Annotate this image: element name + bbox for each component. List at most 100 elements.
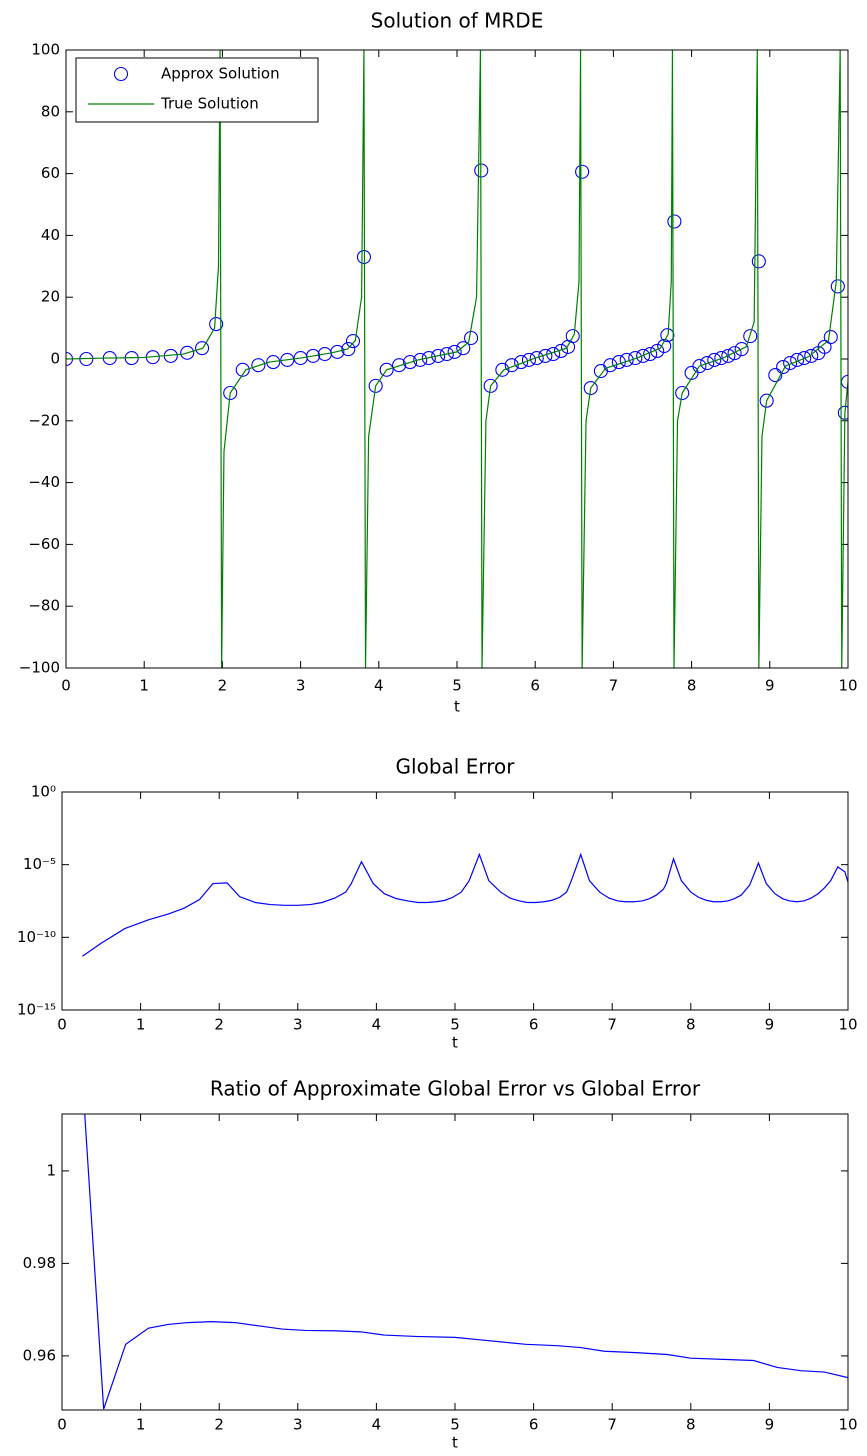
x-tick-label: 4 [374, 677, 384, 695]
marker [707, 352, 722, 367]
marker [575, 164, 590, 179]
marker [456, 341, 471, 356]
marker [721, 348, 736, 363]
marker [768, 368, 783, 383]
marker [593, 364, 608, 379]
x-tick-label: 6 [530, 677, 540, 695]
chart-title: Global Error [396, 755, 516, 779]
subplot: Solution of MRDE t 0 1 2 3 4 5 6 7 8 9 10 −100 −80 −60 −… [19, 9, 858, 716]
marker [823, 330, 838, 345]
legend-label: Approx Solution [161, 65, 280, 83]
x-axis-label: t [452, 1034, 458, 1052]
plot-area [82, 852, 848, 957]
marker [759, 393, 774, 408]
y-tick-label: 0.98 [23, 1254, 56, 1272]
y-tick-label: 100 [31, 41, 60, 59]
chart-title: Ratio of Approximate Global Error vs Glo… [210, 1077, 701, 1101]
marker [692, 359, 707, 374]
plot-area [66, 50, 848, 668]
y-tick-label: 10⁻¹⁰ [17, 928, 56, 946]
series-line [82, 852, 848, 957]
x-tick-label: 7 [607, 1416, 617, 1434]
marker [447, 344, 462, 359]
marker [667, 214, 682, 229]
marker [714, 351, 729, 366]
marker [368, 378, 383, 393]
marker [209, 317, 224, 332]
y-tick-label: −20 [28, 411, 60, 429]
marker [483, 378, 498, 393]
marker [266, 355, 281, 370]
y-tick-label: 60 [41, 164, 60, 182]
y-tick-label: −40 [28, 473, 60, 491]
marker [345, 334, 361, 349]
marker [495, 362, 510, 377]
x-tick-label: 8 [686, 1416, 696, 1434]
marker [538, 348, 553, 363]
y-tick-label: 10⁻¹⁵ [17, 1001, 56, 1019]
marker [235, 362, 250, 377]
marker [521, 352, 536, 367]
marker [636, 348, 651, 363]
y-tick-label: 0.96 [23, 1346, 56, 1364]
x-tick-label: 10 [838, 1016, 857, 1034]
x-tick-label: 1 [136, 1416, 146, 1434]
x-tick-label: 1 [139, 677, 149, 695]
x-tick-label: 0 [61, 677, 71, 695]
subplot: Ratio of Approximate Global Error vs Glo… [23, 1077, 858, 1452]
x-axis-label: t [454, 698, 460, 716]
chart-title: Solution of MRDE [371, 9, 544, 33]
x-tick-label: 4 [372, 1416, 382, 1434]
x-tick-label: 7 [609, 677, 619, 695]
marker [776, 359, 791, 375]
marker [727, 346, 742, 361]
marker [514, 355, 529, 370]
axes-box [61, 791, 849, 1011]
x-tick-label: 10 [838, 1416, 857, 1434]
x-tick-label: 2 [218, 677, 228, 695]
marker [783, 355, 798, 371]
y-tick-label: 10⁻⁵ [23, 855, 56, 873]
y-tick-label: −100 [19, 659, 60, 677]
x-tick-label: 1 [136, 1016, 146, 1034]
marker [392, 358, 407, 373]
marker [628, 351, 643, 366]
marker [529, 351, 544, 366]
x-tick-label: 0 [57, 1016, 67, 1034]
series-line [66, 50, 848, 668]
marker [251, 358, 266, 373]
marker [751, 254, 766, 269]
x-tick-label: 9 [765, 1016, 775, 1034]
axes-box [65, 49, 849, 669]
x-tick-label: 9 [765, 1416, 775, 1434]
y-tick-label: 1 [46, 1161, 56, 1179]
marker [403, 355, 418, 370]
x-tick-label: 5 [452, 677, 462, 695]
marker [700, 355, 715, 371]
marker [504, 358, 519, 373]
legend-box [75, 57, 319, 123]
x-tick-label: 2 [214, 1016, 224, 1034]
marker [657, 338, 672, 354]
x-tick-label: 5 [450, 1416, 460, 1434]
marker [565, 329, 580, 344]
marker [306, 348, 321, 363]
legend: Approx Solution True Solution [75, 57, 319, 123]
x-tick-label: 6 [529, 1016, 539, 1034]
marker [797, 351, 812, 366]
marker [830, 279, 845, 294]
marker [734, 342, 749, 357]
marker [180, 345, 195, 360]
y-tick-label: 20 [41, 288, 60, 306]
marker [790, 352, 805, 367]
x-tick-label: 10 [838, 677, 857, 695]
marker [413, 352, 428, 367]
series-line [84, 1114, 848, 1410]
marker [330, 344, 345, 359]
y-tick-label: 10⁰ [31, 783, 56, 801]
marker [583, 380, 598, 396]
y-tick-label: −60 [28, 535, 60, 553]
y-tick-label: 80 [41, 102, 60, 120]
legend-marker [113, 66, 129, 82]
